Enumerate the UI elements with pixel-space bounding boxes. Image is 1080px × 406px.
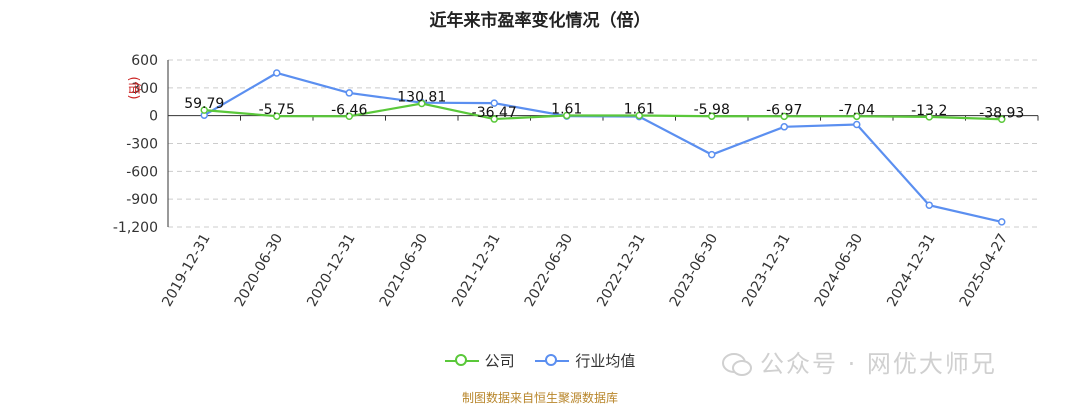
x-tick-label: 2025-04-27 bbox=[957, 231, 1012, 309]
data-point-company bbox=[490, 115, 498, 123]
data-point-industry-avg bbox=[708, 150, 716, 159]
x-tick-label: 2023-12-31 bbox=[739, 231, 794, 309]
data-point-company bbox=[708, 112, 716, 120]
data-point-industry-avg bbox=[853, 120, 861, 129]
x-tick-label: 2020-06-30 bbox=[232, 231, 287, 309]
data-point-industry-avg bbox=[780, 123, 788, 131]
legend-swatch-industry-avg bbox=[535, 353, 570, 369]
data-point-industry-avg bbox=[273, 69, 281, 77]
watermark-text: 公众号 · 网优大师兄 bbox=[760, 350, 997, 378]
source-note: 制图数据来自恒生聚源数据库 bbox=[461, 391, 618, 405]
data-point-company bbox=[200, 106, 208, 114]
x-tick-label: 2019-12-31 bbox=[159, 231, 214, 309]
y-tick-label: -300 bbox=[126, 137, 158, 153]
watermark: 公众号 · 网优大师兄 bbox=[722, 344, 997, 379]
data-label: -6.97 bbox=[766, 102, 802, 118]
grid-lines bbox=[168, 59, 1038, 228]
data-label: 59.79 bbox=[184, 96, 224, 112]
y-tick-label: -900 bbox=[126, 192, 158, 208]
legend-label-industry-avg: 行业均值 bbox=[575, 352, 636, 370]
data-label: -7.04 bbox=[839, 102, 875, 118]
wechat-icon bbox=[722, 353, 752, 376]
legend-label-company: 公司 bbox=[484, 352, 515, 370]
data-label: 1.61 bbox=[551, 102, 582, 118]
x-tick-label: 2020-12-31 bbox=[304, 231, 359, 309]
x-tick-label: 2022-06-30 bbox=[522, 231, 577, 309]
x-tick-label: 2021-12-31 bbox=[449, 231, 504, 309]
data-labels: 59.79 -5.75 -6.46 130.81 -36.47 1.61 1.61 -5.98… bbox=[184, 90, 1024, 122]
series-lines bbox=[200, 69, 1006, 226]
data-point-company bbox=[418, 99, 426, 108]
legend-item-industry-avg[interactable]: 行业均值 bbox=[535, 350, 635, 371]
y-tick-label: 0 bbox=[149, 109, 158, 125]
legend: 公司 行业均值 bbox=[0, 350, 1080, 373]
y-tick-label: -600 bbox=[126, 164, 158, 180]
x-tick-label: 2023-06-30 bbox=[667, 231, 722, 309]
data-label: -38.93 bbox=[979, 105, 1024, 121]
data-label: -5.75 bbox=[259, 102, 295, 118]
data-label: -5.98 bbox=[694, 102, 730, 118]
data-label: -36.47 bbox=[472, 105, 517, 121]
y-tick-label: 600 bbox=[131, 53, 158, 69]
data-point-industry-avg bbox=[925, 201, 933, 209]
x-tick-label: 2024-06-30 bbox=[812, 231, 867, 309]
line-chart: 600 300 0 -300 -600 -900 -1,200 2019-12-31 2020… bbox=[113, 53, 1039, 309]
data-label: -13.2 bbox=[911, 103, 947, 119]
x-tick-label: 2021-06-30 bbox=[377, 231, 432, 309]
data-point-industry-avg bbox=[998, 218, 1006, 226]
x-tick-label: 2024-12-31 bbox=[884, 231, 939, 309]
data-point-industry-avg bbox=[345, 89, 353, 97]
y-axis-label: (倍) bbox=[126, 76, 141, 99]
data-point-company bbox=[273, 112, 281, 120]
chart-title: 近年来市盈率变化情况（倍） bbox=[429, 11, 651, 31]
y-tick-label: -1,200 bbox=[113, 220, 158, 236]
data-point-company bbox=[998, 115, 1006, 124]
data-point-company bbox=[853, 112, 861, 121]
data-label: 1.61 bbox=[624, 102, 655, 118]
legend-swatch-company bbox=[444, 353, 479, 369]
series-line-company bbox=[204, 102, 1002, 121]
y-tick-labels: 600 300 0 -300 -600 -900 -1,200 bbox=[113, 53, 158, 236]
data-point-company bbox=[345, 112, 353, 121]
data-label: -6.46 bbox=[331, 102, 367, 118]
data-point-company bbox=[925, 113, 933, 121]
data-point-company bbox=[635, 111, 643, 120]
x-tick-label: 2022-12-31 bbox=[594, 231, 649, 309]
data-point-industry-avg bbox=[490, 99, 498, 107]
y-tick-label: 300 bbox=[131, 81, 158, 97]
data-point-company bbox=[780, 112, 788, 121]
data-point-company bbox=[563, 111, 571, 120]
legend-item-company[interactable]: 公司 bbox=[444, 350, 515, 371]
x-tick-labels: 2019-12-31 2020-06-30 2020-12-31 2021-06-30… bbox=[159, 231, 1011, 309]
data-label: 130.81 bbox=[397, 90, 446, 106]
